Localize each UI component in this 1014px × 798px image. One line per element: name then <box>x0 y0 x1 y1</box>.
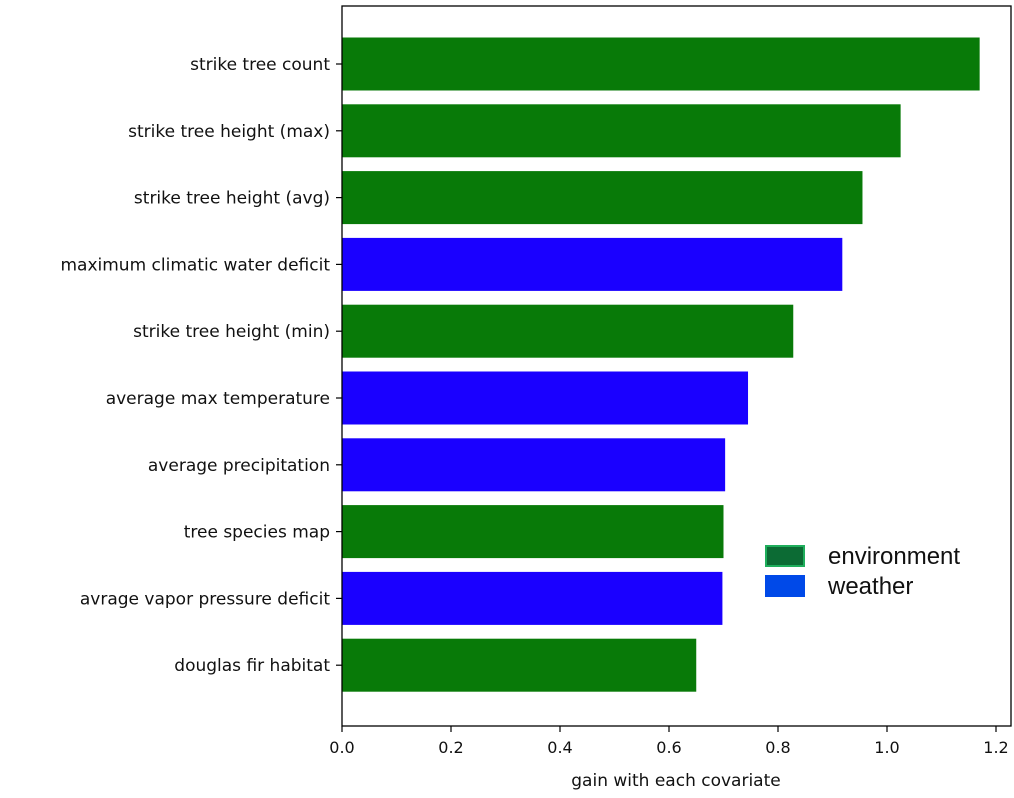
category-label: strike tree height (min) <box>133 322 330 342</box>
category-label: average max temperature <box>106 389 330 409</box>
bar-6 <box>342 371 749 425</box>
bars-layer <box>342 37 980 692</box>
bar-10 <box>342 638 697 692</box>
x-tick-label: 0.4 <box>547 738 572 757</box>
x-tick-label: 1.0 <box>874 738 899 757</box>
x-tick-label: 1.2 <box>983 738 1008 757</box>
bar-7 <box>342 438 726 492</box>
category-label: strike tree count <box>190 55 330 75</box>
legend-swatch-environment <box>765 545 805 567</box>
bar-8 <box>342 505 724 559</box>
legend-label-environment: environment <box>828 543 960 570</box>
bar-1 <box>342 37 980 91</box>
x-tick-label: 0.0 <box>329 738 354 757</box>
bar-4 <box>342 237 843 291</box>
x-tick-label: 0.8 <box>765 738 790 757</box>
category-label: average precipitation <box>148 456 330 476</box>
legend-swatch-weather <box>765 575 805 597</box>
category-label: strike tree height (max) <box>128 122 330 142</box>
category-label: douglas fir habitat <box>174 656 330 676</box>
bar-9 <box>342 571 723 625</box>
legend-label-weather: weather <box>827 573 913 600</box>
x-axis-title: gain with each covariate <box>571 771 780 791</box>
x-tick-label: 0.6 <box>656 738 681 757</box>
category-label: strike tree height (avg) <box>134 189 330 209</box>
bar-3 <box>342 171 863 225</box>
bar-5 <box>342 304 794 358</box>
ticks-layer: strike tree count strike tree height (max… <box>60 55 1008 757</box>
x-tick-label: 0.2 <box>438 738 463 757</box>
category-label: maximum climatic water deficit <box>60 255 330 275</box>
category-label: avrage vapor pressure deficit <box>80 589 330 609</box>
bar-2 <box>342 104 901 158</box>
plot-frame <box>341 5 1012 727</box>
category-label: tree species map <box>184 523 330 543</box>
legend: environment weather <box>765 543 960 600</box>
